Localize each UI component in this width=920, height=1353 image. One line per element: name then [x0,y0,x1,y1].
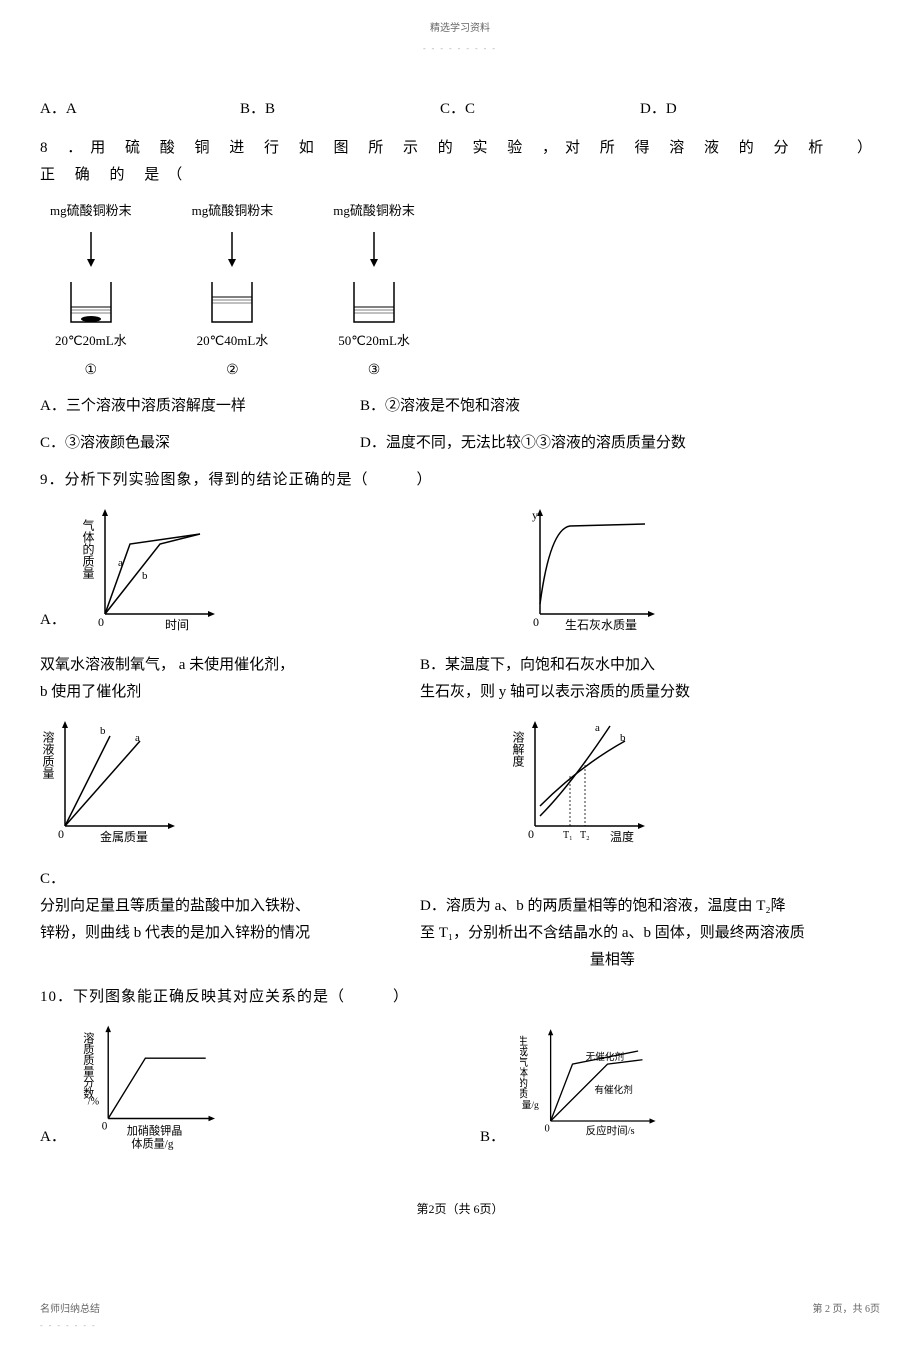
q9-text-d3: 量相等 [420,947,805,974]
q9-graph-d: 溶解度 0 温度 a b T₁ T₂ [510,716,650,846]
svg-text:b: b [142,570,148,582]
q8-opts-row1: A．三个溶液中溶质溶解度一样 B．②溶液是不饱和溶液 [40,393,880,420]
svg-text:T₁: T₁ [563,830,573,841]
q8-text-main: 8 ．用 硫 酸 铜 进 行 如 图 所 示 的 实 验 ，对 所 得 溶 液 … [40,135,857,189]
header-top-text: 精选学习资料 [40,20,880,38]
beaker-2: mg硫酸铜粉末 20℃40mL水 ② [192,199,274,383]
q9-label-a: A． [40,607,70,634]
svg-text:/%: /% [88,1097,100,1108]
q10-graph-a: 溶质质量分数 /% 0 加硝酸钾晶 体质量/g [80,1021,220,1151]
beaker-1: mg硫酸铜粉末 20℃20mL水 ① [50,199,132,383]
header-dots: - - - - - - - - - [40,42,880,56]
svg-text:y: y [532,508,538,522]
q9-text-d2: 至 T₁，分别析出不含结晶水的 a、b 固体，则最终两溶液质 [420,920,805,947]
opt-d: D．D [640,96,840,123]
beaker-2-top: mg硫酸铜粉末 [192,199,274,222]
svg-text:T₂: T₂ [580,830,590,841]
svg-text:加硝酸钾晶: 加硝酸钾晶 [127,1124,183,1138]
q10-label-b: B． [480,1124,510,1151]
beaker-1-bottom: 20℃20mL水 [55,329,127,352]
q8-opt-b: B．②溶液是不饱和溶液 [360,393,880,420]
q8-opt-a: A．三个溶液中溶质溶解度一样 [40,393,360,420]
q9-graphs-cd: 溶液质量 0 金属质量 b a 溶解度 0 温度 a b [40,716,880,856]
svg-text:时间: 时间 [165,618,189,632]
q9-text-c1: 分别向足量且等质量的盐酸中加入铁粉、 [40,893,420,920]
svg-text:b: b [620,732,626,744]
q9-graph-a: 气体的质量 0 时间 a b [80,504,220,634]
svg-text:生石灰水质量: 生石灰水质量 [565,618,637,632]
q9-graph-b: y 0 生石灰水质量 [520,504,660,634]
q8-text: 8 ．用 硫 酸 铜 进 行 如 图 所 示 的 实 验 ，对 所 得 溶 液 … [40,135,880,189]
footer-right: 第 2 页，共 6页 [813,1301,881,1333]
q10-graph-b: 生成气体的质 量/g 0 反应时间/s 无催化剂 有催化剂 [520,1021,660,1151]
svg-text:a: a [595,722,600,734]
q9-text-d1: D．溶质为 a、b 的两质量相等的饱和溶液，温度由 T₂降 [420,893,805,920]
beaker-3: mg硫酸铜粉末 50℃20mL水 ③ [333,199,415,383]
q7-options: A．A B．B C．C D．D [40,96,880,123]
q8-opt-c: C．③溶液颜色最深 [40,430,360,457]
q10-graphs: A． 溶质质量分数 /% 0 加硝酸钾晶 体质量/g B． 生成气体的质 量/g… [40,1021,880,1159]
beaker-row: mg硫酸铜粉末 20℃20mL水 ① mg硫酸铜粉末 20℃40mL水 ② mg… [40,199,880,383]
q9-text-b2: 生石灰，则 y 轴可以表示溶质的质量分数 [420,679,690,706]
svg-text:体质量/g: 体质量/g [131,1137,173,1151]
q9-text-ab: 双氧水溶液制氧气， a 未使用催化剂， b 使用了催化剂 B．某温度下，向饱和石… [40,652,880,706]
svg-text:a: a [135,732,140,744]
beaker-2-num: ② [226,358,239,383]
svg-text:0: 0 [545,1124,550,1135]
q9-text-b1: B．某温度下，向饱和石灰水中加入 [420,652,690,679]
q10-label-a: A． [40,1124,70,1151]
beaker-1-svg [56,227,126,327]
beaker-3-top: mg硫酸铜粉末 [333,199,415,222]
q8-paren: ） [857,135,880,189]
page-center: 第2页（共 6页） [40,1199,880,1221]
svg-text:0: 0 [533,615,539,629]
beaker-3-num: ③ [368,358,381,383]
svg-text:a: a [118,557,123,569]
svg-text:温度: 温度 [610,829,634,844]
q9-text-c2: 锌粉，则曲线 b 代表的是加入锌粉的情况 [40,920,420,947]
svg-text:0: 0 [102,1121,108,1133]
svg-text:0: 0 [58,827,64,841]
q9-graph-c: 溶液质量 0 金属质量 b a [40,716,180,846]
svg-text:b: b [100,725,106,737]
svg-text:0: 0 [98,615,104,629]
opt-a: A．A [40,96,240,123]
q9-label-c: C． [40,866,880,893]
q9-text-cd: 分别向足量且等质量的盐酸中加入铁粉、 锌粉，则曲线 b 代表的是加入锌粉的情况 … [40,893,880,974]
beaker-1-num: ① [85,358,98,383]
beaker-2-svg [197,227,267,327]
beaker-2-bottom: 20℃40mL水 [197,329,269,352]
q9-text: 9．分析下列实验图象，得到的结论正确的是（ ） [40,467,880,494]
footer-left: 名师归纳总结 [40,1301,100,1319]
beaker-3-svg [339,227,409,327]
svg-text:气体的质量: 气体的质量 [81,518,95,579]
svg-text:无催化剂: 无催化剂 [586,1051,624,1063]
q9-text-a2: b 使用了催化剂 [40,679,420,706]
footer-bottom: 名师归纳总结 - - - - - - - 第 2 页，共 6页 [40,1301,880,1333]
q10-text: 10．下列图象能正确反映其对应关系的是（ ） [40,984,880,1011]
q8-opts-row2: C．③溶液颜色最深 D．温度不同，无法比较①③溶液的溶质质量分数 [40,430,880,457]
q8-opt-d: D．温度不同，无法比较①③溶液的溶质质量分数 [360,430,880,457]
svg-text:溶解度: 溶解度 [511,730,525,767]
q9-graphs-ab: A． 气体的质量 0 时间 a b y 0 生石灰水质量 [40,504,880,642]
q9-text-a1: 双氧水溶液制氧气， a 未使用催化剂， [40,652,420,679]
footer-left-dots: - - - - - - - [40,1319,100,1333]
opt-c: C．C [440,96,640,123]
beaker-3-bottom: 50℃20mL水 [338,329,410,352]
svg-text:金属质量: 金属质量 [100,829,148,844]
beaker-1-top: mg硫酸铜粉末 [50,199,132,222]
svg-text:有催化剂: 有催化剂 [594,1084,632,1096]
svg-text:0: 0 [528,827,534,841]
svg-text:溶质质量分数: 溶质质量分数 [82,1031,95,1100]
svg-text:量/g: 量/g [522,1100,539,1111]
svg-text:生成气体的质: 生成气体的质 [520,1035,528,1100]
opt-b: B．B [240,96,440,123]
svg-text:溶液质量: 溶液质量 [41,730,55,779]
svg-text:反应时间/s: 反应时间/s [586,1124,635,1137]
